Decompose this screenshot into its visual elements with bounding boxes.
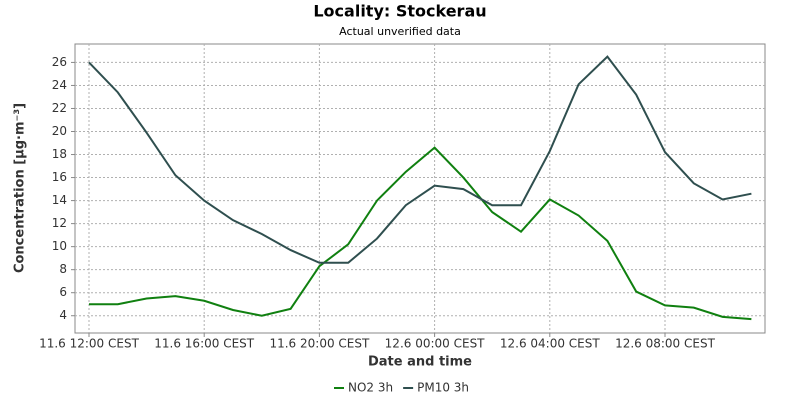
y-tick-label: 6 <box>59 285 67 299</box>
y-tick-label: 8 <box>59 262 67 276</box>
x-tick-label: 12.6 00:00 CEST <box>385 337 486 351</box>
y-tick-label: 14 <box>52 193 67 207</box>
data-line <box>88 55 752 264</box>
y-tick-label: 20 <box>52 124 67 138</box>
y-tick-label: 24 <box>52 78 67 92</box>
y-tick-label: 18 <box>52 147 67 161</box>
y-tick-label: 10 <box>52 239 67 253</box>
x-tick-label: 11.6 16:00 CEST <box>154 337 255 351</box>
y-axis-label: Concentration [µg·m⁻³] <box>13 103 28 273</box>
y-tick-label: 16 <box>52 170 67 184</box>
chart-title: Locality: Stockerau <box>313 2 486 21</box>
y-tick-label: 26 <box>52 55 67 69</box>
x-tick-label: 12.6 08:00 CEST <box>615 337 716 351</box>
y-tick-label: 4 <box>59 308 67 322</box>
y-tick-label: 22 <box>52 101 67 115</box>
y-tick-label: 12 <box>52 216 67 230</box>
legend-label: NO2 3h <box>348 381 393 395</box>
legend-label: PM10 3h <box>417 381 469 395</box>
x-tick-label: 12.6 04:00 CEST <box>500 337 601 351</box>
x-tick-label: 11.6 12:00 CEST <box>39 337 140 351</box>
chart-subtitle: Actual unverified data <box>339 25 461 38</box>
x-axis-label: Date and time <box>368 355 472 370</box>
data-line <box>89 146 752 321</box>
x-tick-label: 11.6 20:00 CEST <box>269 337 370 351</box>
plot-area <box>74 43 766 334</box>
